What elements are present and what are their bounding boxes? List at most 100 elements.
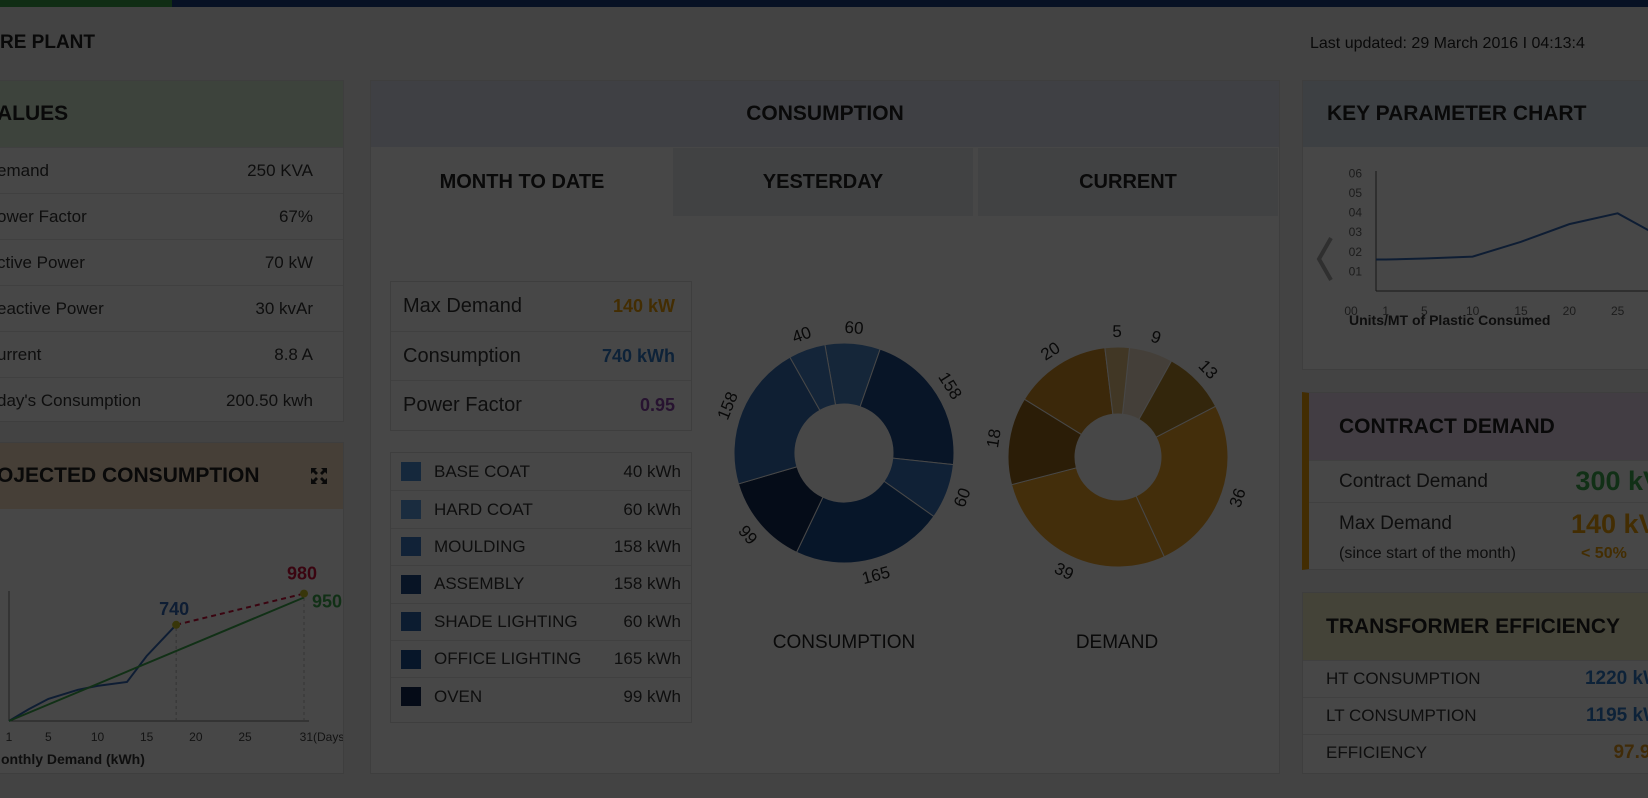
- contract-demand-label: Contract Demand: [1339, 470, 1488, 492]
- proj-series-actual: [8, 624, 177, 722]
- chevron-left-icon[interactable]: [1315, 236, 1335, 282]
- value-amount: 200.50 kwh: [226, 390, 313, 410]
- donut-label: 39: [1051, 559, 1076, 584]
- transformer-value: 1220 kW: [1584, 668, 1648, 689]
- tab-current[interactable]: CURRENT: [978, 148, 1278, 216]
- donut-label: 5: [1112, 322, 1122, 341]
- transformer-row: HT CONSUMPTION 1220 kW: [1303, 660, 1648, 697]
- kp-x-label: Units/MT of Plastic Consumed: [1349, 312, 1550, 328]
- legend-swatch: [401, 612, 421, 632]
- value-amount: 67%: [278, 206, 313, 226]
- legend-item: BASE COAT 40 kWh: [391, 453, 691, 490]
- legend-name: MOULDING: [434, 536, 526, 556]
- legend-item: ASSEMBLY 158 kWh: [391, 565, 691, 602]
- kp-y-tick: 04: [1349, 206, 1363, 220]
- projected-consumption-card: OJECTED CONSUMPTION 151015202531(Days)74…: [0, 442, 348, 774]
- metric-label: Max Demand: [403, 295, 522, 317]
- proj-series-target: [8, 596, 305, 722]
- tab-month-to-date[interactable]: MONTH TO DATE: [371, 148, 673, 216]
- legend-name: ASSEMBLY: [434, 574, 525, 594]
- kp-line: [1376, 212, 1648, 261]
- plant-title: RE PLANT: [0, 32, 95, 53]
- legend-swatch: [401, 574, 421, 594]
- value-amount: 70 kW: [264, 252, 313, 272]
- max-demand-label: Max Demand: [1339, 513, 1452, 534]
- donut-label: 9: [1149, 327, 1164, 348]
- legend-box: BASE COAT 40 kWh HARD COAT 60 kWh MOULDING 15…: [390, 452, 692, 723]
- metric-row: Max Demand 140 kW: [391, 282, 691, 331]
- proj-x-tick: 31(Days): [300, 730, 343, 744]
- transformer-card-title: TRANSFORMER EFFICIENCY: [1326, 614, 1620, 638]
- proj-x-label: onthly Demand (kWh): [1, 751, 145, 767]
- contract-demand-row: Contract Demand 300 kV: [1309, 460, 1648, 502]
- consumption-chart-label: CONSUMPTION: [773, 632, 916, 653]
- legend-item: SHADE LIGHTING 60 kWh: [391, 602, 691, 640]
- key-parameter-chart: 0102030405060015101520253Units/MT of Pla…: [1344, 166, 1648, 328]
- kp-y-tick: 06: [1349, 166, 1363, 180]
- values-card: ALUES emand 250 KVA ower Factor 67% ctive Po…: [0, 80, 344, 422]
- projected-card-title: OJECTED CONSUMPTION: [0, 464, 260, 487]
- legend-item: OVEN 99 kWh: [391, 677, 691, 714]
- legend-swatch: [401, 537, 421, 557]
- kp-y-tick: 01: [1349, 264, 1363, 278]
- value-label: urrent: [0, 344, 42, 364]
- expand-icon[interactable]: [309, 466, 329, 486]
- tab-yesterday[interactable]: YESTERDAY: [673, 148, 973, 216]
- legend-name: OVEN: [434, 686, 483, 706]
- proj-x-tick: 20: [189, 730, 203, 744]
- transformer-row: LT CONSUMPTION 1195 kW: [1303, 697, 1648, 734]
- value-amount: 8.8 A: [274, 344, 313, 364]
- max-demand-percent: < 50%: [1581, 545, 1627, 562]
- transformer-card-header: TRANSFORMER EFFICIENCY: [1303, 593, 1648, 660]
- max-demand-row: Max Demand (since start of the month) 14…: [1309, 502, 1648, 570]
- legend-list: BASE COAT 40 kWh HARD COAT 60 kWh MOULDING 15…: [391, 453, 691, 715]
- metric-row: Consumption 740 kWh: [391, 331, 691, 380]
- proj-actual-dot: [172, 620, 181, 629]
- value-row: emand 250 KVA: [0, 147, 343, 193]
- kp-y-tick: 05: [1349, 186, 1363, 200]
- contract-demand-value: 300 kV: [1575, 466, 1648, 496]
- donut-label: 13: [1195, 356, 1222, 383]
- legend-swatch: [401, 500, 421, 520]
- values-list: emand 250 KVA ower Factor 67% ctive Power 70 …: [0, 147, 343, 423]
- contract-demand-header: CONTRACT DEMAND: [1309, 393, 1648, 460]
- legend-swatch: [401, 462, 421, 482]
- legend-name: OFFICE LIGHTING: [434, 649, 582, 669]
- last-updated: Last updated: 29 March 2016 I 04:13:4: [1310, 35, 1585, 52]
- legend-value: 158 kWh: [613, 574, 681, 594]
- values-card-title: ALUES: [0, 102, 69, 125]
- donut-label: 36: [1226, 486, 1250, 510]
- legend-value: 60 kWh: [623, 611, 681, 631]
- legend-value: 158 kWh: [613, 536, 681, 556]
- metric-label: Consumption: [403, 344, 521, 367]
- value-row: eactive Power 30 kvAr: [0, 285, 343, 331]
- transformer-label: EFFICIENCY: [1326, 743, 1428, 762]
- top-accent-green: [0, 0, 172, 7]
- donut-label: 60: [844, 318, 864, 338]
- metrics-box: Max Demand 140 kW Consumption 740 kWh Power …: [390, 281, 692, 431]
- transformer-card: TRANSFORMER EFFICIENCY HT CONSUMPTION 122…: [1302, 592, 1648, 774]
- projected-card-header: OJECTED CONSUMPTION: [0, 443, 343, 509]
- legend-name: SHADE LIGHTING: [434, 611, 578, 631]
- contract-demand-card: CONTRACT DEMAND Contract Demand 300 kV M…: [1302, 392, 1648, 570]
- donut-label: 40: [790, 323, 814, 347]
- proj-x-tick: 5: [45, 730, 52, 744]
- metric-value: 740 kWh: [601, 345, 675, 366]
- value-label: ower Factor: [0, 206, 87, 226]
- kp-x-tick: 25: [1611, 304, 1625, 318]
- donut-hole: [1076, 415, 1160, 499]
- value-label: eactive Power: [0, 298, 104, 318]
- proj-actual-label: 740: [159, 599, 189, 619]
- transformer-value: 1195 kW: [1586, 705, 1648, 726]
- value-row: urrent 8.8 A: [0, 331, 343, 377]
- donut-label: 60: [950, 485, 974, 509]
- consumption-card-header: CONSUMPTION: [371, 81, 1279, 147]
- donut-label: 20: [1037, 338, 1063, 364]
- transformer-label: HT CONSUMPTION: [1326, 669, 1481, 688]
- legend-value: 99 kWh: [623, 686, 681, 706]
- proj-x-tick: 25: [238, 730, 252, 744]
- kp-y-tick: 03: [1349, 225, 1363, 239]
- transformer-label: LT CONSUMPTION: [1326, 706, 1477, 725]
